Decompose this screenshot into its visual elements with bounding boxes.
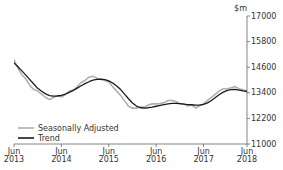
x-tick-label: Jun2016 xyxy=(146,147,166,164)
y-tick-label: 17000 xyxy=(251,12,276,21)
series-line xyxy=(14,60,247,108)
x-tick-label: Jun2013 xyxy=(4,147,24,164)
y-axis-line xyxy=(247,16,248,144)
plot-area xyxy=(14,60,247,108)
y-tick xyxy=(247,144,250,145)
x-tick-label-line: 2018 xyxy=(237,155,257,164)
y-tick xyxy=(247,67,250,68)
x-tick-label-line: 2015 xyxy=(99,155,119,164)
legend-label: Seasonally Adjusted xyxy=(38,124,119,133)
y-tick-label: 14600 xyxy=(251,63,276,72)
y-tick-label: 13400 xyxy=(251,88,276,97)
x-tick-label: Jun2015 xyxy=(99,147,119,164)
chart: 11000 12200 13400 14600 15800 17000 Jun2013 Jun… xyxy=(0,0,283,170)
y-tick xyxy=(247,92,250,93)
x-tick-label: Jun2014 xyxy=(51,147,71,164)
legend-swatch xyxy=(18,137,34,139)
x-tick-label-line: 2016 xyxy=(146,155,166,164)
y-tick-label: 11000 xyxy=(251,140,276,149)
legend-swatch xyxy=(18,127,34,129)
y-tick-label: 15800 xyxy=(251,37,276,46)
y-tick xyxy=(247,16,250,17)
series-line xyxy=(14,63,247,108)
legend: Seasonally AdjustedTrend xyxy=(18,124,119,143)
x-tick-label-line: 2013 xyxy=(4,155,24,164)
x-tick-label: Jun2018 xyxy=(237,147,257,164)
x-tick-label: Jun2017 xyxy=(193,147,213,164)
y-tick xyxy=(247,118,250,119)
y-label: $m xyxy=(234,4,247,13)
x-axis-line xyxy=(14,144,247,145)
legend-label: Trend xyxy=(37,134,60,143)
y-tick xyxy=(247,41,250,42)
y-tick-label: 12200 xyxy=(251,114,276,123)
x-tick-label-line: 2014 xyxy=(51,155,71,164)
x-tick-label-line: 2017 xyxy=(193,155,213,164)
